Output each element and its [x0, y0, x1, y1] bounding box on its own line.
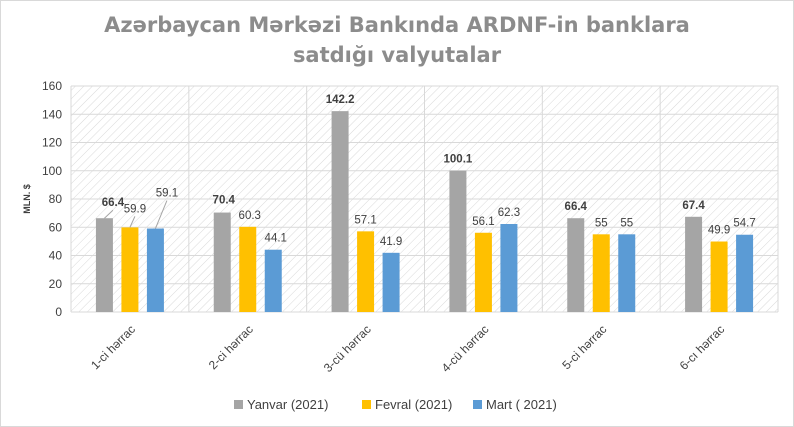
bar — [567, 218, 585, 312]
legend: Yanvar (2021) Fevral (2021) Mart ( 2021) — [234, 397, 557, 412]
chart-title-line-2: satdığı valyutalar — [293, 43, 502, 67]
bar — [95, 218, 113, 312]
bar — [474, 232, 492, 312]
leader-line — [129, 216, 136, 228]
bar — [710, 241, 728, 312]
legend-swatch — [234, 400, 243, 409]
y-tick-label: 140 — [42, 107, 62, 121]
y-tick-label: 80 — [49, 192, 63, 206]
bar — [618, 234, 636, 312]
chart-title-line-1: Azərbaycan Mərkəzi Bankında ARDNF-in ban… — [104, 13, 690, 37]
data-label: 70.4 — [213, 195, 236, 207]
data-label: 67.4 — [682, 200, 705, 212]
data-label: 57.1 — [354, 214, 376, 226]
y-tick-label: 160 — [42, 79, 62, 93]
data-label: 60.3 — [239, 210, 261, 222]
data-label: 142.2 — [326, 94, 355, 106]
leader-line — [154, 200, 168, 229]
bar — [357, 231, 375, 312]
y-axis-label: MLN. $ — [22, 184, 32, 214]
bar — [121, 227, 139, 312]
data-label: 62.3 — [498, 207, 520, 219]
bar — [213, 212, 231, 312]
data-label: 49.9 — [708, 225, 730, 237]
y-tick-label: 40 — [49, 249, 63, 263]
gridlines — [70, 85, 779, 313]
data-label: 59.1 — [156, 188, 178, 200]
y-tick-label: 120 — [42, 136, 62, 150]
bars — [95, 111, 754, 312]
legend-swatch — [473, 400, 482, 409]
bar — [331, 111, 349, 312]
leader-line — [104, 209, 114, 219]
bar — [736, 234, 754, 312]
bar — [239, 226, 257, 312]
legend-entry: Yanvar (2021) — [247, 397, 328, 412]
data-label: 59.9 — [124, 203, 146, 215]
legend-entry: Fevral (2021) — [375, 397, 452, 412]
data-labels: 66.459.959.170.460.344.1142.257.141.9100… — [102, 94, 756, 248]
data-label: 66.4 — [102, 197, 125, 209]
data-label: 55 — [620, 217, 633, 229]
bar — [500, 224, 518, 312]
data-label: 41.9 — [380, 236, 402, 248]
data-label: 54.7 — [733, 218, 755, 230]
leader-lines — [104, 200, 168, 229]
bar — [685, 216, 703, 312]
y-tick-label: 60 — [49, 220, 63, 234]
data-label: 55 — [595, 217, 608, 229]
legend-entry: Mart ( 2021) — [486, 397, 557, 412]
data-label: 66.4 — [565, 201, 588, 213]
y-tick-label: 20 — [49, 277, 63, 291]
data-label: 100.1 — [444, 154, 473, 166]
y-tick-label: 0 — [55, 305, 62, 319]
bar — [264, 249, 282, 312]
bar — [146, 228, 164, 312]
bar — [449, 170, 467, 312]
bar — [382, 252, 400, 312]
bar — [592, 234, 610, 312]
data-label: 44.1 — [265, 233, 287, 245]
data-label: 56.1 — [472, 216, 494, 228]
legend-swatch — [362, 400, 371, 409]
y-tick-label: 100 — [42, 164, 62, 178]
y-axis-ticks: 0 20 40 60 80 100 120 140 160 — [42, 79, 62, 319]
